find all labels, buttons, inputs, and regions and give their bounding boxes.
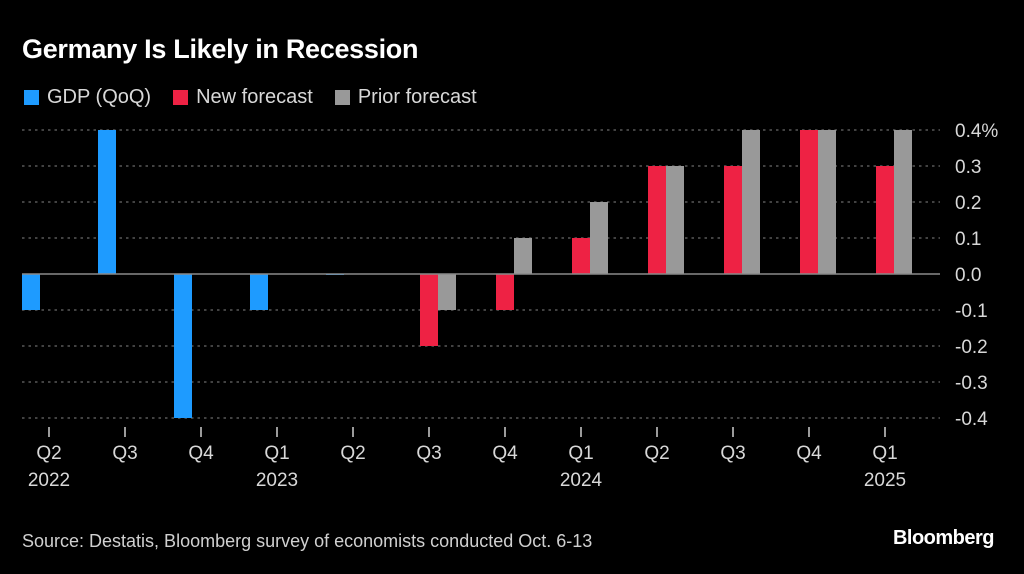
- y-tick-label: -0.2: [955, 337, 988, 358]
- legend-swatch-gdp: [24, 90, 39, 105]
- x-year-label: 2024: [560, 470, 603, 491]
- bar-gdp-qoq-3: [250, 274, 268, 310]
- y-tick-label: 0.3: [955, 157, 981, 178]
- x-tick-label: Q3: [416, 443, 441, 464]
- x-tick-label: Q3: [112, 443, 137, 464]
- x-year-label: 2022: [28, 470, 70, 491]
- x-tick-label: Q2: [36, 443, 61, 464]
- y-tick-label: 0.4%: [955, 121, 998, 142]
- y-tick-label: -0.4: [955, 409, 988, 430]
- bar-new-forecast-7: [572, 238, 590, 274]
- x-tick-label: Q1: [264, 443, 289, 464]
- source-note: Source: Destatis, Bloomberg survey of ec…: [22, 531, 593, 551]
- x-tick-label: Q4: [492, 443, 518, 464]
- x-tick-label: Q4: [796, 443, 822, 464]
- bar-prior-forecast-10: [818, 130, 836, 274]
- bar-new-forecast-9: [724, 166, 742, 274]
- legend-label-prior-forecast: Prior forecast: [357, 86, 477, 108]
- x-year-label: 2025: [864, 470, 906, 491]
- y-tick-label: -0.3: [955, 373, 988, 394]
- legend-swatch-prior-forecast: [334, 90, 350, 105]
- bar-new-forecast-6: [496, 274, 514, 310]
- y-tick-label: 0.1: [955, 229, 981, 250]
- bar-gdp-qoq-2: [174, 274, 192, 418]
- bloomberg-logo: Bloomberg: [892, 527, 995, 549]
- bar-prior-forecast-9: [742, 130, 760, 274]
- legend-item-gdp: GDP (QoQ): [24, 86, 151, 109]
- bar-new-forecast-8: [648, 166, 666, 274]
- bar-gdp-qoq-1: [98, 130, 116, 274]
- legend-item-prior-forecast: Prior forecast: [334, 86, 477, 109]
- bar-prior-forecast-8: [666, 166, 684, 274]
- x-tick-label: Q3: [720, 443, 745, 464]
- x-tick-label: Q1: [568, 443, 593, 464]
- legend-item-new-forecast: New forecast: [173, 86, 313, 109]
- x-tick-label: Q2: [644, 443, 669, 464]
- bar-prior-forecast-6: [514, 238, 532, 274]
- x-tick-label: Q4: [188, 443, 214, 464]
- bar-prior-forecast-11: [894, 130, 912, 274]
- legend-swatch-new-forecast: [173, 90, 189, 105]
- bar-gdp-qoq-0: [22, 274, 40, 310]
- bar-new-forecast-11: [876, 166, 894, 274]
- x-year-label: 2023: [256, 470, 298, 491]
- bar-new-forecast-10: [800, 130, 818, 274]
- y-tick-label: 0.2: [955, 193, 981, 214]
- chart-title: Germany Is Likely in Recession: [22, 34, 419, 64]
- x-tick-label: Q1: [872, 443, 897, 464]
- y-tick-label: -0.1: [955, 301, 988, 322]
- legend-label-gdp: GDP (QoQ): [47, 86, 152, 108]
- y-tick-label: 0.0: [955, 265, 981, 286]
- bar-prior-forecast-5: [438, 274, 456, 310]
- bar-prior-forecast-7: [590, 202, 608, 274]
- legend-label-new-forecast: New forecast: [196, 86, 313, 108]
- legend: GDP (QoQ) New forecast Prior forecast: [24, 86, 477, 109]
- x-tick-label: Q2: [340, 443, 365, 464]
- bar-new-forecast-5: [420, 274, 438, 346]
